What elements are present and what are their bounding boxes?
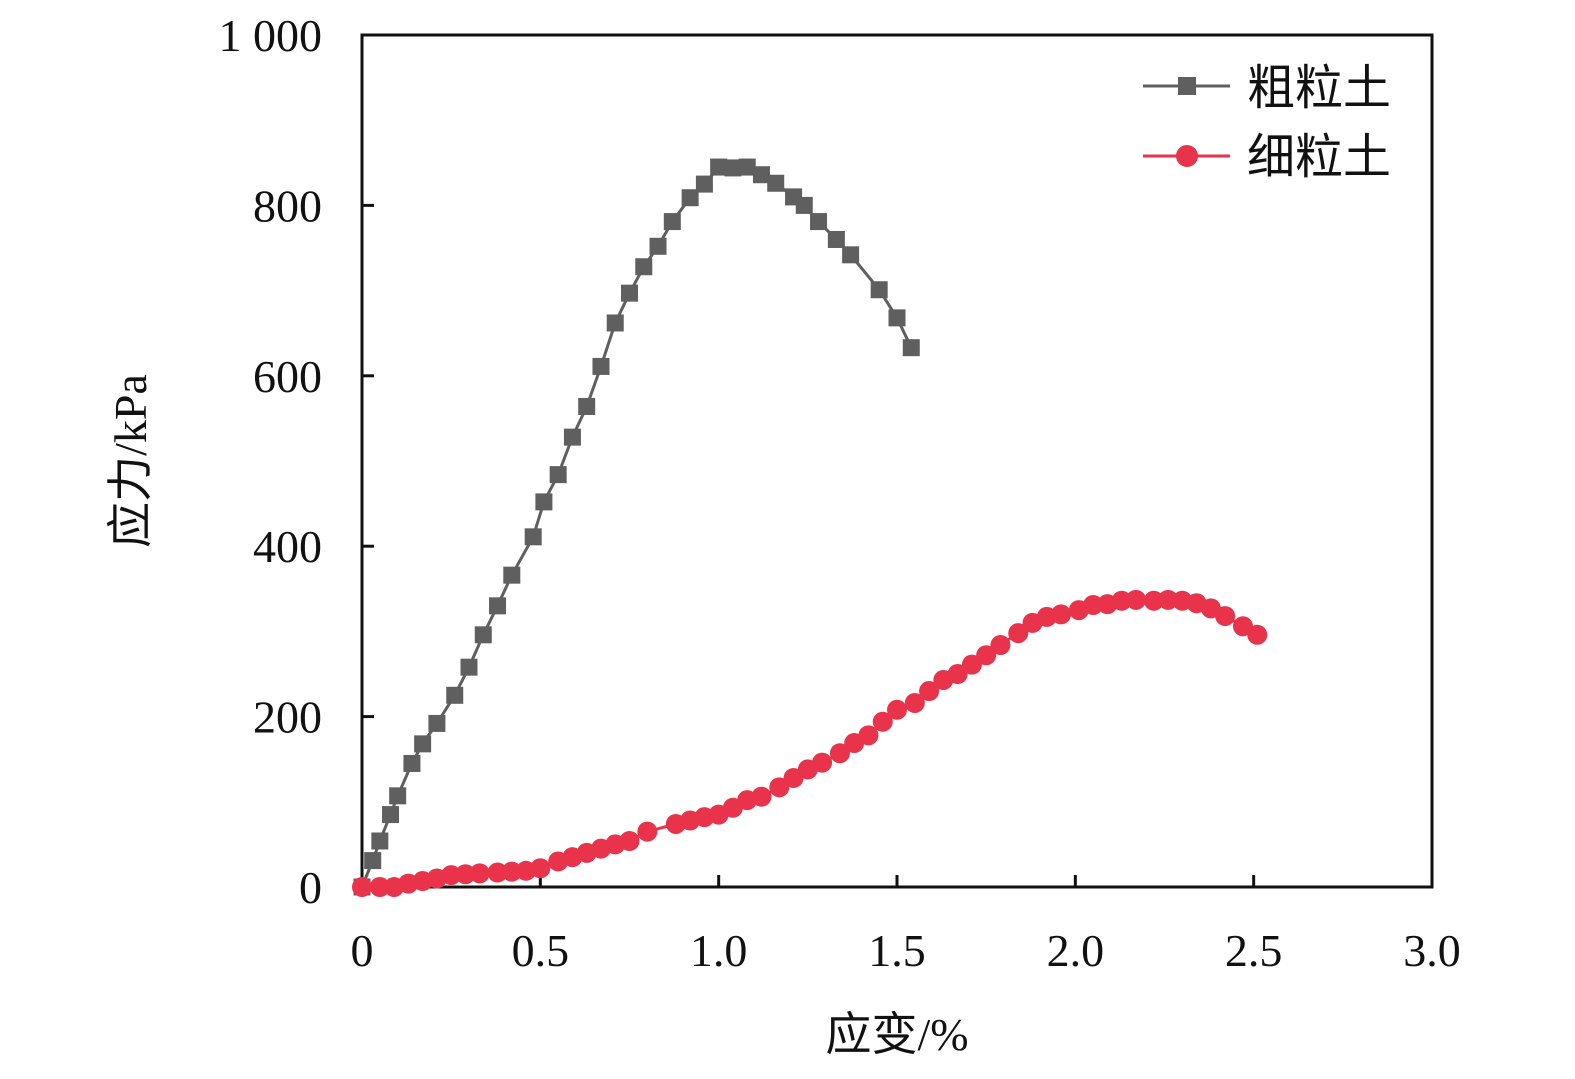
data-point: [403, 754, 421, 772]
data-point: [947, 664, 968, 684]
data-point: [827, 230, 845, 248]
series-coarse: [353, 158, 920, 896]
data-point: [621, 284, 638, 302]
data-point: [919, 681, 940, 702]
data-point: [455, 864, 476, 885]
data-point: [414, 735, 432, 753]
data-point: [1008, 623, 1029, 644]
data-point: [1158, 589, 1179, 610]
data-point: [738, 158, 756, 176]
data-point: [382, 806, 400, 824]
x-tick-label: 3.0: [1403, 925, 1461, 976]
data-point: [469, 863, 490, 884]
data-point: [663, 213, 681, 231]
data-point: [389, 787, 407, 805]
y-tick-label: 0: [299, 862, 322, 913]
y-axis-label: 应力/kPa: [105, 374, 156, 548]
data-point: [563, 428, 581, 446]
data-point: [364, 852, 382, 870]
series-layer: [352, 158, 1268, 897]
data-point: [1143, 590, 1164, 611]
data-point: [489, 597, 507, 615]
data-point: [870, 281, 888, 299]
data-point: [441, 865, 462, 886]
data-point: [1051, 604, 1072, 625]
data-point: [695, 175, 713, 193]
data-point: [369, 877, 390, 897]
data-point: [1111, 590, 1132, 611]
x-tick-label: 1.0: [690, 925, 748, 976]
data-point: [549, 466, 567, 484]
data-point: [961, 654, 982, 675]
data-point: [767, 174, 785, 192]
x-tick-label: 0.5: [512, 925, 570, 976]
data-point: [872, 711, 893, 732]
x-axis-ticks: 0 0.5 1.0 1.5 2.0 2.5 3.0: [351, 875, 1461, 976]
data-point: [501, 861, 522, 882]
data-point: [681, 189, 699, 207]
data-point: [904, 692, 925, 713]
data-point: [710, 158, 728, 176]
data-point: [887, 699, 907, 720]
data-point: [752, 166, 770, 184]
y-tick-label: 1 000: [219, 10, 323, 61]
data-point: [503, 566, 521, 584]
x-axis-label: 应变/%: [825, 1009, 968, 1060]
series-fine: [352, 589, 1268, 897]
legend-label-fine: 细粒土: [1247, 131, 1391, 184]
data-point: [487, 862, 508, 883]
data-point: [606, 314, 624, 332]
x-tick-label: 2.5: [1225, 925, 1283, 976]
data-point: [1083, 594, 1104, 615]
series-line: [362, 598, 1258, 889]
data-point: [446, 686, 464, 704]
y-tick-label: 600: [253, 351, 322, 402]
data-point: [810, 213, 828, 231]
data-point: [530, 858, 551, 879]
legend-marker-coarse: [1178, 77, 1196, 95]
data-point: [637, 821, 658, 842]
data-point: [1215, 606, 1236, 627]
data-point: [1125, 589, 1146, 610]
data-point: [858, 725, 879, 746]
data-point: [535, 493, 553, 511]
data-point: [1247, 624, 1268, 645]
x-tick-label: 1.5: [868, 925, 926, 976]
data-point: [619, 830, 640, 851]
data-point: [460, 658, 478, 676]
data-point: [352, 877, 372, 897]
data-point: [829, 743, 850, 764]
data-point: [795, 196, 813, 214]
data-point: [474, 626, 492, 644]
x-tick-label: 2.0: [1047, 925, 1105, 976]
data-point: [649, 237, 667, 255]
data-point: [635, 258, 653, 276]
data-point: [751, 786, 772, 807]
data-point: [902, 339, 920, 357]
y-axis-ticks: 0 200 400 600 800 1 000: [219, 10, 374, 913]
data-point: [524, 528, 542, 546]
x-tick-label: 0: [351, 925, 374, 976]
legend: 粗粒土 细粒土: [1143, 62, 1391, 184]
data-point: [578, 397, 596, 415]
data-point: [812, 752, 833, 773]
data-point: [724, 159, 742, 177]
legend-label-coarse: 粗粒土: [1247, 62, 1391, 115]
y-tick-label: 200: [253, 692, 322, 743]
data-point: [769, 777, 790, 798]
data-point: [592, 357, 610, 375]
data-point: [888, 309, 906, 327]
y-tick-label: 800: [253, 180, 322, 231]
data-point: [842, 246, 860, 264]
data-point: [990, 635, 1011, 656]
legend-marker-fine: [1176, 145, 1198, 167]
y-tick-label: 400: [253, 521, 322, 572]
data-point: [371, 832, 389, 850]
data-point: [976, 645, 997, 666]
data-point: [428, 714, 446, 732]
